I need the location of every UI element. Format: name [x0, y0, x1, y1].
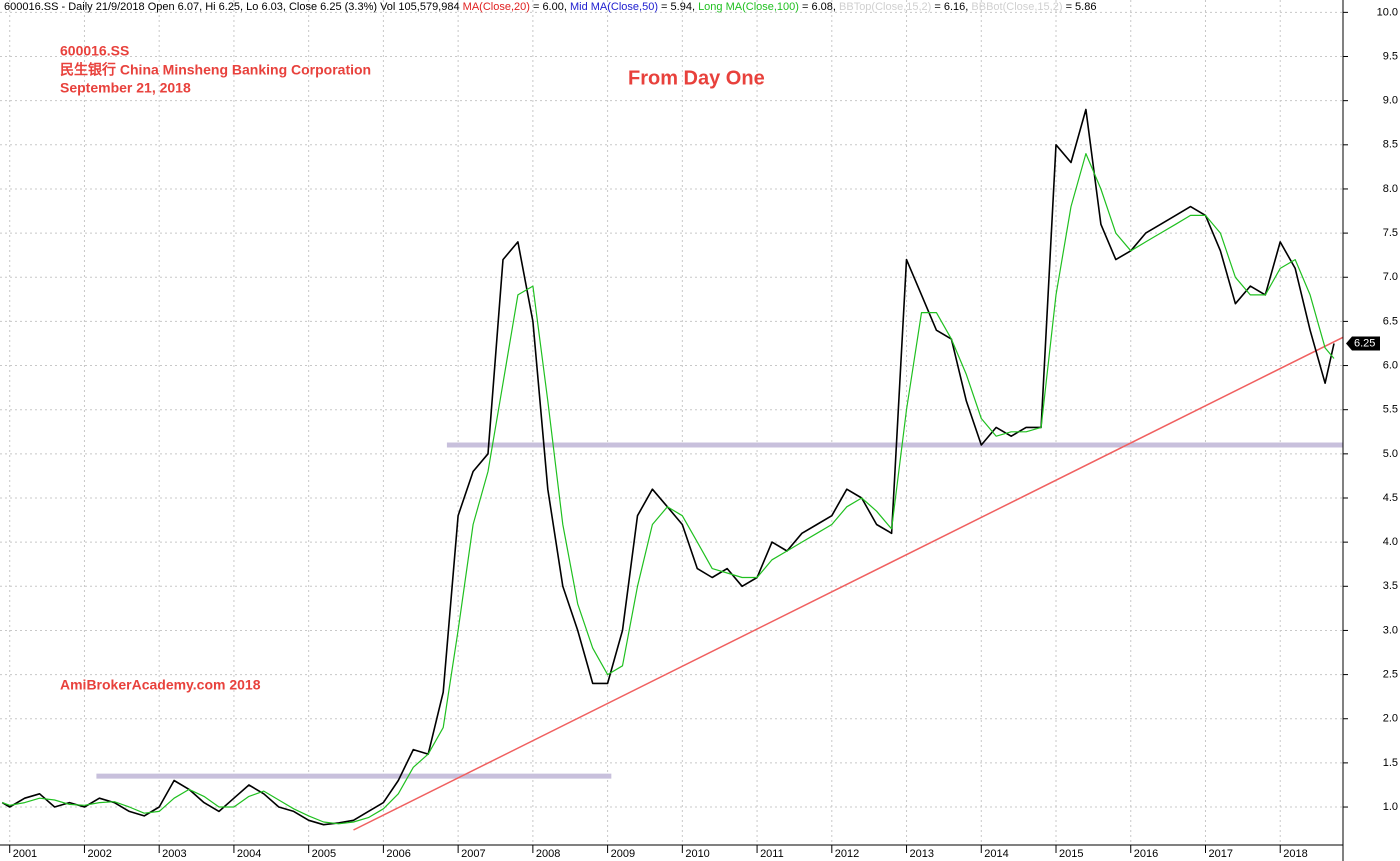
x-tick-label: 2015: [1059, 848, 1083, 860]
x-tick-label: 2008: [536, 848, 560, 860]
x-tick-label: 2004: [237, 848, 261, 860]
y-tick-label: 5.5: [1383, 404, 1398, 416]
grid: [0, 0, 1343, 845]
y-tick-label: 9.0: [1383, 95, 1398, 107]
header-segment: = 6.16,: [931, 1, 971, 13]
x-tick-label: 2012: [835, 848, 859, 860]
y-tick-label: 8.5: [1383, 139, 1398, 151]
x-tick-label: 2003: [162, 848, 186, 860]
credit: AmiBrokerAcademy.com 2018: [60, 677, 261, 693]
y-tick-label: 10.0: [1377, 6, 1398, 18]
x-tick-label: 2014: [984, 848, 1008, 860]
last-price-tag: [1346, 336, 1380, 351]
price-line: [1, 153, 1335, 825]
y-tick-label: 6.5: [1383, 315, 1398, 327]
header-segment: Long MA(Close,100): [698, 1, 799, 13]
plot: [1, 108, 1335, 826]
header-segment: = 5.94,: [658, 1, 698, 13]
y-tick-label: 1.5: [1383, 757, 1398, 769]
x-tick-label: 2006: [386, 848, 410, 860]
header-segment: MA(Close,20): [463, 1, 530, 13]
header-segment: BBTop(Close,15,2): [839, 1, 931, 13]
y-tick-label: 8.0: [1383, 183, 1398, 195]
y-tick-label: 7.5: [1383, 227, 1398, 239]
ticker: 600016.SS: [60, 43, 129, 59]
y-tick-label: 5.0: [1383, 448, 1398, 460]
x-tick-label: 2001: [13, 848, 37, 860]
header: 600016.SS - Daily 21/9/2018 Open 6.07, H…: [4, 1, 1096, 13]
x-tick-label: 2016: [1134, 848, 1158, 860]
date: September 21, 2018: [60, 80, 191, 96]
header-segment: = 6.08,: [799, 1, 839, 13]
y-tick-label: 4.0: [1383, 536, 1398, 548]
annotation-lines: [96, 336, 1344, 831]
y-tick-label: 3.5: [1383, 580, 1398, 592]
y-tick-label: 2.0: [1383, 713, 1398, 725]
y-tick-label: 2.5: [1383, 668, 1398, 680]
last-price-label: 6.25: [1354, 337, 1375, 349]
trend-line: [353, 336, 1344, 831]
x-tick-label: 2009: [611, 848, 635, 860]
y-tick-label: 7.0: [1383, 271, 1398, 283]
y-tick-label: 4.5: [1383, 492, 1398, 504]
company: 民生银行 China Minsheng Banking Corporation: [60, 62, 371, 78]
x-tick-label: 2007: [461, 848, 485, 860]
x-tick-label: 2011: [760, 848, 784, 860]
y-tick-label: 3.0: [1383, 624, 1398, 636]
x-tick-label: 2013: [910, 848, 934, 860]
header-segment: Mid MA(Close,50): [570, 1, 658, 13]
headline: From Day One: [628, 67, 765, 89]
header-segment: = 6.00,: [530, 1, 570, 13]
y-tick-label: 9.5: [1383, 50, 1398, 62]
y-tick-label: 1.0: [1383, 801, 1398, 813]
x-tick-label: 2005: [312, 848, 336, 860]
x-tick-label: 2002: [87, 848, 111, 860]
x-tick-label: 2017: [1208, 848, 1232, 860]
header-segment: 600016.SS - Daily 21/9/2018 Open 6.07, H…: [4, 1, 463, 13]
x-tick-label: 2010: [685, 848, 709, 860]
header-segment: BBBot(Close,15,2): [971, 1, 1062, 13]
header-segment: = 5.86: [1063, 1, 1097, 13]
x-tick-label: 2018: [1283, 848, 1307, 860]
y-tick-label: 6.0: [1383, 359, 1398, 371]
